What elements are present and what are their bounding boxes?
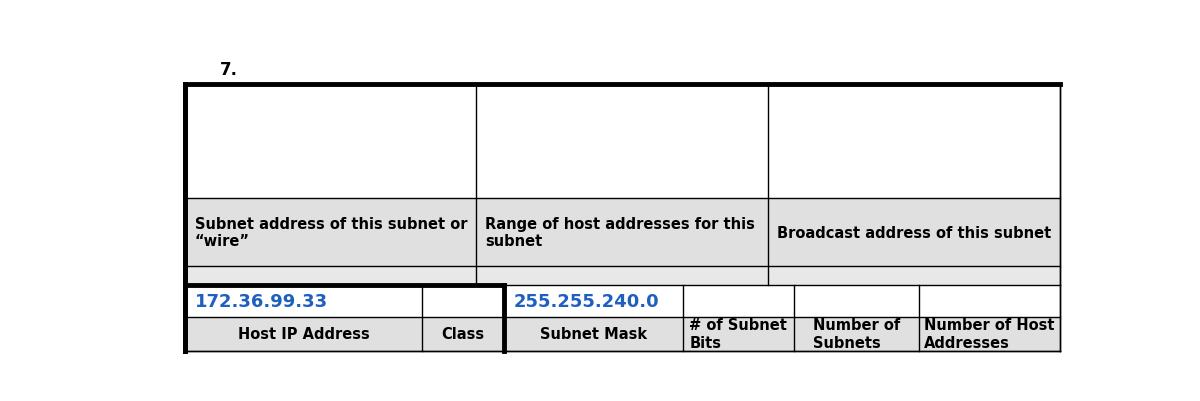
Text: Number of Host
Addresses: Number of Host Addresses [924,318,1055,350]
Text: Host IP Address: Host IP Address [238,326,370,341]
Text: 7.: 7. [220,61,238,79]
Text: Range of host addresses for this
subnet: Range of host addresses for this subnet [485,217,755,249]
Text: # of Subnet
Bits: # of Subnet Bits [690,318,787,350]
Text: 172.36.99.33: 172.36.99.33 [194,292,328,310]
Text: Broadcast address of this subnet: Broadcast address of this subnet [776,225,1051,240]
Text: Class: Class [442,326,485,341]
Text: 255.255.240.0: 255.255.240.0 [514,292,659,310]
Text: Number of
Subnets: Number of Subnets [814,318,900,350]
Bar [185,266,1060,286]
Text: Subnet Mask: Subnet Mask [540,326,647,341]
Text: Subnet address of this subnet or
“wire”: Subnet address of this subnet or “wire” [194,217,467,249]
